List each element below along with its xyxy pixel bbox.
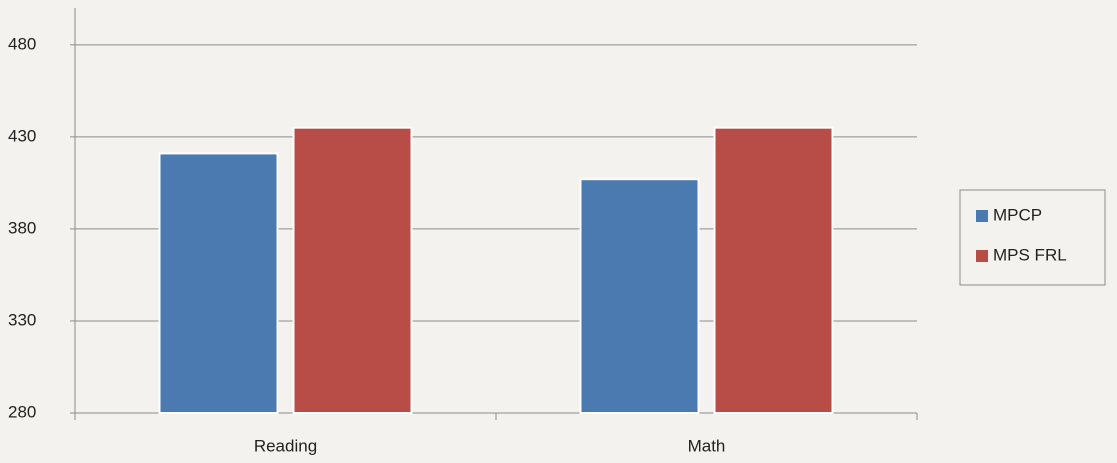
bar: [292, 126, 413, 414]
y-tick-label: 480: [8, 34, 36, 53]
legend-label: MPS FRL: [993, 245, 1067, 264]
bar: [713, 126, 834, 414]
y-tick-label: 430: [8, 126, 36, 145]
legend-swatch: [976, 250, 988, 262]
bar: [579, 178, 700, 414]
x-tick-label: Reading: [254, 436, 317, 455]
y-tick-label: 280: [8, 402, 36, 421]
bar: [158, 152, 279, 414]
y-tick-label: 330: [8, 310, 36, 329]
legend-label: MPCP: [993, 205, 1042, 224]
x-tick-label: Math: [688, 436, 726, 455]
legend-swatch: [976, 210, 988, 222]
y-tick-label: 380: [8, 218, 36, 237]
legend-box: [959, 189, 1106, 286]
